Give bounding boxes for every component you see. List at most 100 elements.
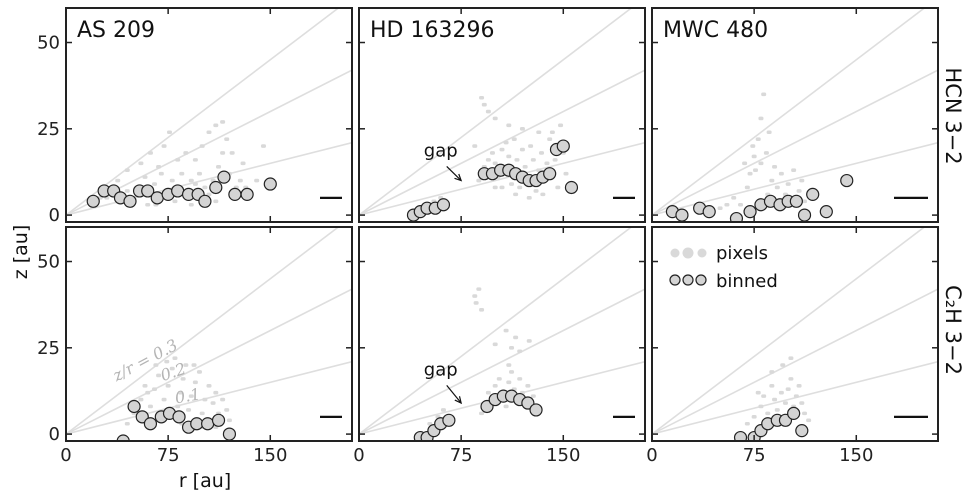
gap-annotation: gap <box>424 359 458 380</box>
binned-point <box>171 184 185 198</box>
x-tick-label: 0 <box>353 445 364 466</box>
pixel-point <box>802 199 808 204</box>
binned-point <box>211 413 226 427</box>
pixel-point <box>485 109 491 114</box>
pixel-point <box>506 363 512 367</box>
pixel-point <box>220 397 226 402</box>
y-tick-label: 50 <box>37 33 60 54</box>
pixel-point <box>517 185 523 190</box>
pixel-point <box>485 158 491 162</box>
pixel-point <box>188 202 194 207</box>
pixel-point <box>755 137 761 141</box>
pixel-point <box>774 185 780 190</box>
pixel-point <box>479 308 485 312</box>
pixel-point <box>240 161 246 166</box>
pixel-point <box>196 171 202 176</box>
x-tick-label: 0 <box>646 445 657 466</box>
panel-title: AS 209 <box>77 18 155 43</box>
pixel-point <box>533 189 539 193</box>
pixel-point <box>183 363 189 367</box>
x-tick-label: 150 <box>546 445 580 466</box>
panel-plot-area <box>652 8 938 222</box>
pixel-point <box>224 408 230 412</box>
pixel-point <box>472 144 478 148</box>
chart-panel: 0 25 50 AS 209 <box>37 7 353 226</box>
pixel-point <box>755 390 761 395</box>
x-tick-label: 75 <box>450 445 473 466</box>
pixel-point <box>476 178 482 183</box>
pixel-point <box>522 164 528 169</box>
pixel-point <box>509 346 515 350</box>
pixel-point <box>758 404 764 409</box>
y-tick-label: 0 <box>49 205 60 226</box>
pixel-point <box>738 202 744 207</box>
ratio-line-label: 0.1 <box>173 384 201 407</box>
binned-point <box>217 170 231 184</box>
gap-annotation: gap <box>424 140 458 161</box>
pixel-point <box>799 178 805 183</box>
pixel-point <box>526 339 532 343</box>
pixel-point <box>161 397 167 402</box>
gap-arrow-head <box>454 173 463 182</box>
pixel-point <box>503 404 509 409</box>
pixel-point <box>492 383 498 388</box>
pixel-point <box>145 390 151 395</box>
y-axis-label: z [au] <box>10 225 32 280</box>
legend: pixels binned <box>669 243 778 292</box>
panel-plot-area <box>66 227 352 441</box>
pixel-point <box>188 178 194 183</box>
pixel-point <box>180 377 186 381</box>
pixel-point <box>769 178 775 183</box>
pixel-point <box>167 130 173 135</box>
pixel-point <box>202 185 208 190</box>
pixel-point <box>254 178 260 183</box>
pixel-point <box>172 356 178 360</box>
pixel-point <box>492 116 498 121</box>
y-tick-label: 25 <box>37 119 60 140</box>
pixel-point <box>220 151 226 155</box>
x-tick-label: 150 <box>253 445 287 466</box>
pixel-point <box>499 185 505 190</box>
pixel-point <box>796 189 802 193</box>
pixel-point <box>788 377 794 381</box>
panel-frame <box>358 226 646 442</box>
pixel-point <box>192 380 198 385</box>
pixel-point <box>216 164 222 169</box>
pixel-point <box>806 418 812 423</box>
x-tick-label: 0 <box>60 445 71 466</box>
binned-point <box>797 208 812 222</box>
pixel-point <box>506 123 512 128</box>
pixel-point <box>509 182 515 186</box>
y-tick-label: 50 <box>37 252 60 273</box>
panel-frame <box>65 7 353 223</box>
ratio-line <box>359 227 633 435</box>
pixel-point <box>526 196 532 200</box>
pixel-point <box>511 137 517 141</box>
pixel-point <box>744 421 750 426</box>
pixel-point <box>165 383 171 388</box>
pixel-point <box>791 168 797 173</box>
pixel-point <box>513 335 519 340</box>
pixel-point <box>761 92 767 97</box>
pixel-point <box>153 363 159 367</box>
pixel-point <box>731 196 737 200</box>
pixel-point <box>156 164 162 169</box>
pixel-point <box>489 151 495 155</box>
binned-point <box>675 208 689 222</box>
ratio-line <box>66 227 340 435</box>
ratio-line <box>359 8 633 216</box>
pixel-point <box>538 151 544 155</box>
pixel-point <box>186 408 192 412</box>
ratio-line <box>66 141 352 216</box>
pixel-point <box>213 390 219 395</box>
pixel-point <box>802 411 808 416</box>
pixel-point <box>147 151 153 155</box>
x-tick-label: 75 <box>157 445 180 466</box>
pixel-point <box>793 394 799 398</box>
pixel-point <box>479 95 485 100</box>
legend-pixels-label: pixels <box>716 243 768 264</box>
binned-point <box>143 417 158 431</box>
binned-point <box>263 177 277 191</box>
gap-arrow <box>446 165 462 182</box>
